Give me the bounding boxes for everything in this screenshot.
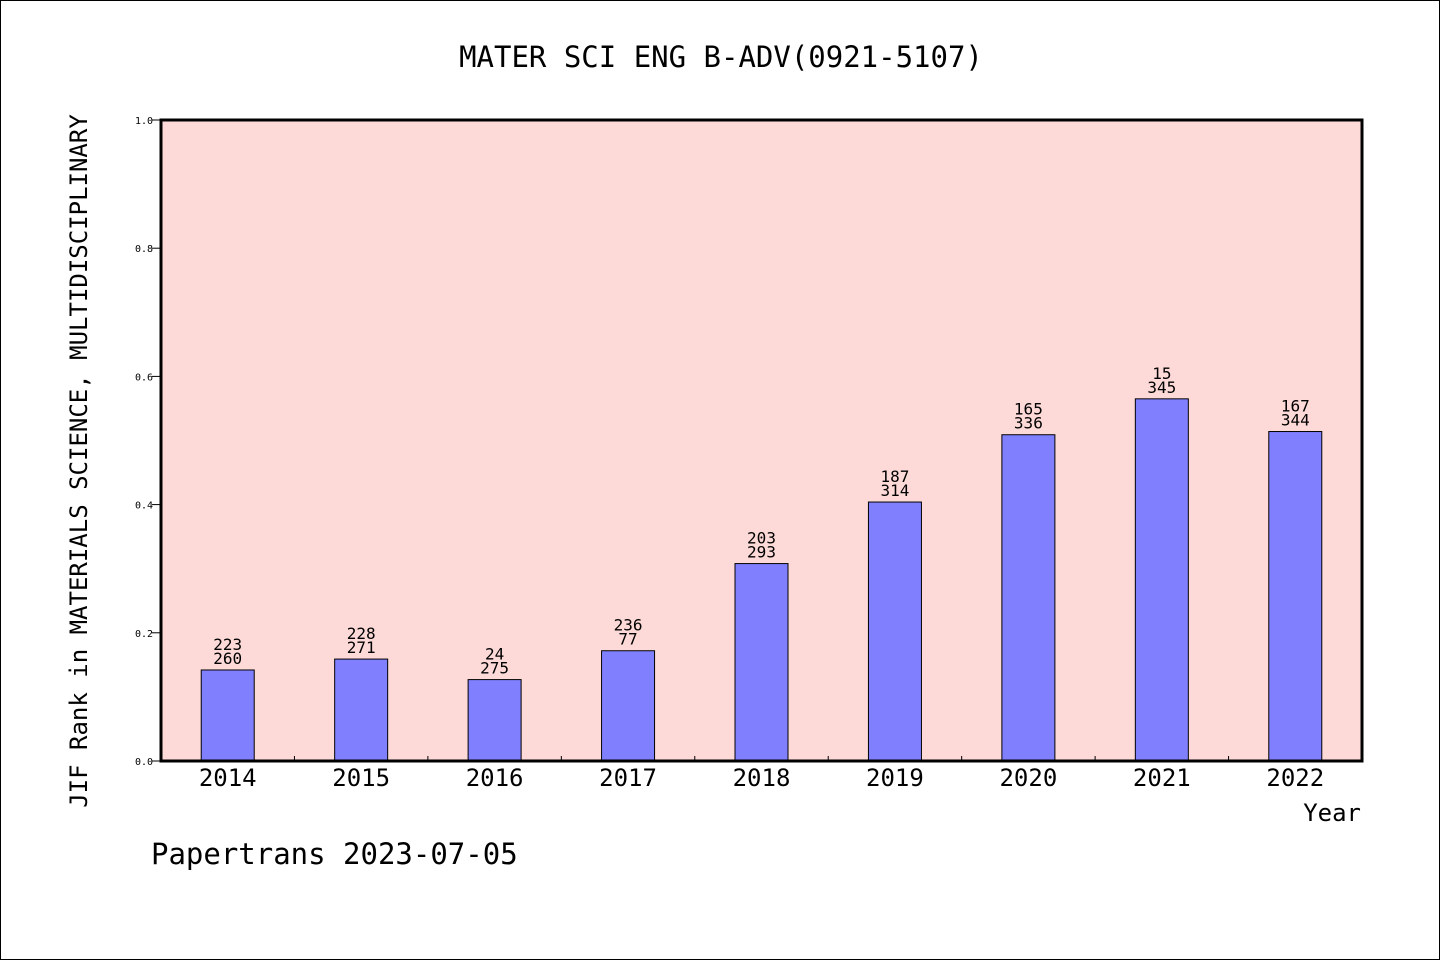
bar-label-bottom: 314 [880,481,909,500]
bar-2021 [1134,398,1189,762]
y-axis: 0.0 0.2 0.4 0.6 0.8 1.0 [135,116,161,768]
x-tick-label: 2020 [999,764,1057,792]
bar-label-top: 165 [1014,400,1043,419]
y-tick-label: 0.0 [135,757,153,768]
bar-label-bottom: 345 [1147,378,1176,397]
x-axis-label: Year [1303,799,1361,827]
bar-label-top: 187 [880,467,909,486]
bar-label-top: 167 [1281,397,1310,416]
bar-label-top: 24 [485,645,504,664]
bar-2018 [734,563,789,762]
bar-2016 [467,679,522,762]
x-tick-label: 2021 [1133,764,1191,792]
bar-2019 [867,501,922,762]
x-tick-label: 2017 [599,764,657,792]
bar-2020 [1001,434,1056,762]
bar-label-bottom: 271 [347,638,376,657]
bar-label-bottom: 344 [1281,411,1310,430]
bar-label-top: 236 [614,616,643,635]
plot-border [159,118,1364,763]
x-tick-label: 2022 [1266,764,1324,792]
y-tick-label: 1.0 [135,116,153,127]
bar-2017 [601,650,656,762]
footer-credit: Papertrans 2023-07-05 [151,837,518,871]
y-tick-label: 0.4 [135,501,153,512]
bar-label-top: 223 [213,635,242,654]
y-tick-label: 0.8 [135,244,153,255]
bar-label-top: 15 [1152,364,1171,383]
bar-2014 [200,669,255,762]
bar-2015 [334,658,389,762]
x-tick-label: 2016 [466,764,524,792]
x-tick-label: 2015 [332,764,390,792]
x-tick-label: 2019 [866,764,924,792]
y-tick-label: 0.2 [135,629,153,640]
bar-label-top: 203 [747,529,776,548]
bar-label-top: 228 [347,624,376,643]
chart-title: MATER SCI ENG B-ADV(0921-5107) [459,40,983,74]
x-tick-label: 2014 [199,764,257,792]
bar-label-bottom: 77 [618,630,637,649]
y-tick-label: 0.6 [135,372,153,383]
bar-label-bottom: 275 [480,659,509,678]
bar-label-bottom: 260 [213,649,242,668]
bar-label-bottom: 336 [1014,414,1043,433]
bar-2022 [1268,431,1323,762]
bar-label-bottom: 293 [747,543,776,562]
x-axis: 2014 2015 2016 2017 2018 2019 2020 2021 2022 [199,756,1324,792]
x-tick-label: 2018 [733,764,791,792]
y-axis-label: JIF Rank in MATERIALS SCIENCE, MULTIDISC… [65,114,93,808]
